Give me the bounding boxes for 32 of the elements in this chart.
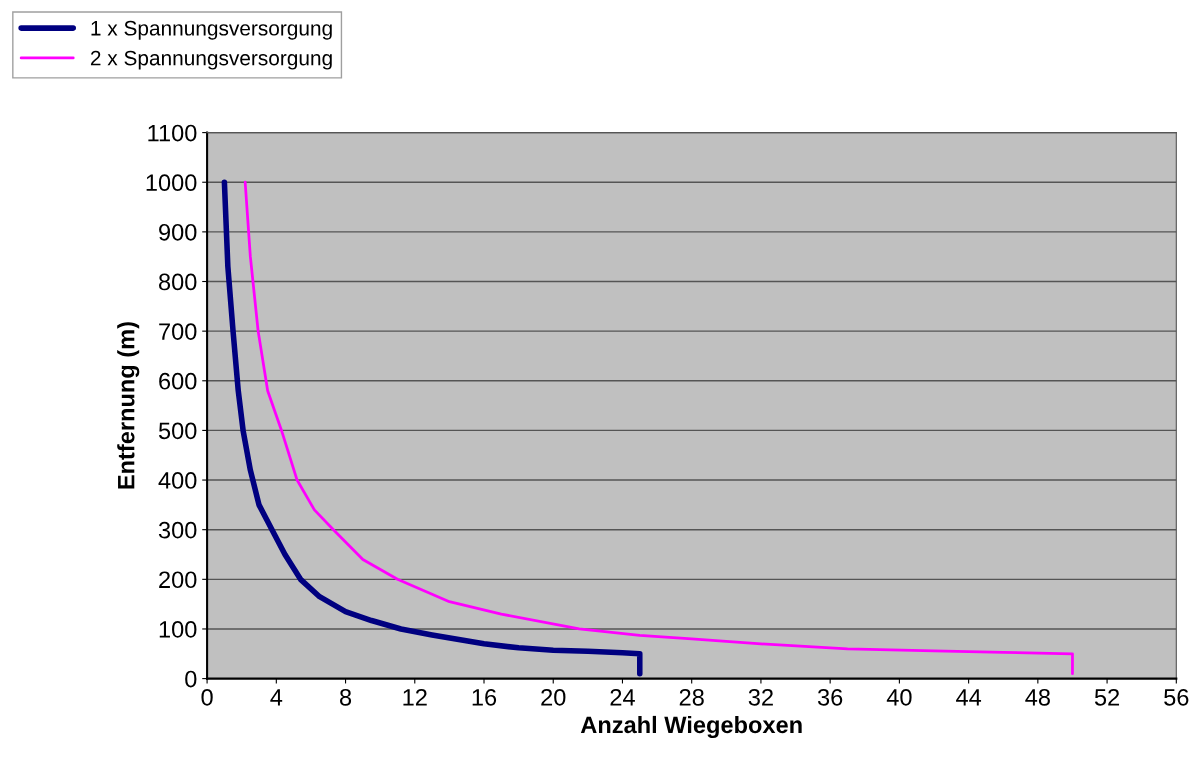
y-tick-label: 600 — [159, 372, 197, 390]
y-tick-label: 200 — [159, 571, 197, 589]
x-tick-label: 52 — [1094, 688, 1120, 706]
x-tick-label: 24 — [610, 688, 635, 706]
y-axis-title: Entfernung (m) — [117, 322, 140, 489]
x-tick-label: 28 — [679, 688, 704, 706]
x-tick-label: 8 — [340, 688, 352, 706]
x-tick-label: 12 — [403, 688, 427, 706]
y-tick-label: 800 — [159, 273, 197, 291]
legend-label: 2 x Spannungsversorgung — [90, 50, 332, 70]
y-tick-label: 900 — [159, 223, 197, 241]
y-tick-label: 100 — [159, 621, 197, 638]
x-tick-label: 32 — [748, 688, 773, 706]
x-tick-label: 20 — [541, 688, 566, 706]
x-tick-label: 56 — [1164, 688, 1189, 706]
line-series — [243, 180, 1074, 676]
x-tick-label: 48 — [1025, 688, 1050, 706]
legend-label: 1 x Spannungsversorgung — [91, 20, 332, 40]
y-tick-label: 700 — [159, 323, 197, 340]
y-tick-label: 300 — [158, 521, 197, 539]
x-tick-label: 44 — [956, 689, 982, 706]
x-axis-title: Anzahl Wiegeboxen — [580, 715, 802, 738]
x-tick-label: 36 — [817, 688, 843, 706]
y-tick-label: 500 — [158, 422, 197, 440]
y-tick-label: 1000 — [146, 174, 197, 192]
x-tick-label: 0 — [201, 688, 213, 706]
x-tick-label: 4 — [270, 689, 283, 706]
y-tick-label: 1100 — [148, 124, 197, 142]
x-tick-label: 16 — [472, 688, 497, 706]
y-tick-label: 400 — [158, 472, 197, 489]
y-tick-label: 0 — [185, 670, 197, 688]
x-tick-label: 40 — [886, 688, 912, 706]
